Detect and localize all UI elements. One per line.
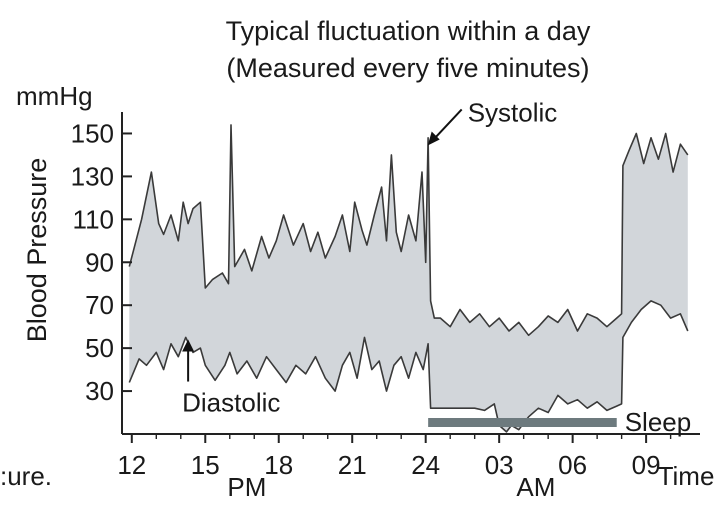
y-axis-label: Blood Pressure [22,158,52,343]
sleep-label: Sleep [625,407,692,437]
x-axis-label: Time [658,461,715,491]
y-tick-label: 110 [73,204,114,234]
x-tick-label: 24 [411,450,440,480]
chart-title: Typical fluctuation within a day [226,16,591,46]
y-tick-label: 70 [85,290,114,320]
y-tick-label: 30 [85,376,114,406]
x-tick-label: 09 [632,450,661,480]
y-tick-label: 150 [71,118,114,148]
systolic-line [128,124,689,337]
x-tick-label: 06 [558,450,587,480]
diastolic-arrow-head [182,339,195,352]
x-tick-label: 03 [485,450,514,480]
band-layer [129,124,688,432]
systolic-label: Systolic [468,97,558,127]
y-unit-label: mmHg [16,81,93,111]
annotations: Systolic Diastolic [182,97,558,418]
sleep-indicator: Sleep [428,407,691,437]
chart-subtitle: (Measured every five minutes) [226,53,589,83]
y-tick-label: 130 [71,161,114,191]
y-tick-label: 50 [85,333,114,363]
systolic-arrow-shaft [430,108,463,143]
x-tick-label: 18 [264,450,293,480]
period-label: PM [227,472,266,502]
line-layer [128,124,689,433]
diastolic-label: Diastolic [182,388,280,418]
cut-off-caption: :ure. [0,461,52,491]
x-ticks: 12 15 18 21 24 03 06 09 PM AM [117,434,672,502]
x-tick-label: 21 [338,450,367,480]
x-tick-label: 12 [117,450,146,480]
y-tick-label: 90 [85,247,114,277]
period-label: AM [516,472,555,502]
sleep-bar [428,418,617,427]
pressure-band [129,124,688,432]
y-ticks: 30 50 70 90 110 130 150 [71,118,132,406]
x-tick-label: 15 [191,450,220,480]
diastolic-line [128,300,689,433]
systolic-arrow-head [427,131,440,146]
